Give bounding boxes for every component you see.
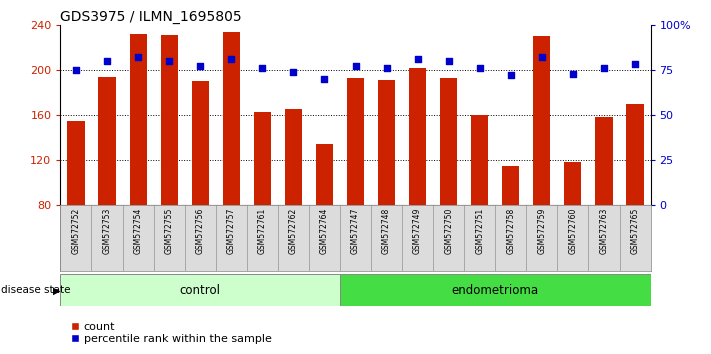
Point [629,62,641,67]
Text: GSM572754: GSM572754 [134,207,143,254]
Point [474,65,486,71]
Bar [378,80,395,296]
Text: GSM572750: GSM572750 [444,207,453,254]
Text: GSM572762: GSM572762 [289,207,298,253]
Text: GSM572761: GSM572761 [258,207,267,253]
Point [70,67,82,73]
Bar [192,81,209,296]
Bar [409,68,426,296]
Text: GSM572764: GSM572764 [320,207,329,254]
Point [598,65,609,71]
Bar [129,34,146,296]
Bar [316,144,333,296]
Text: GSM572758: GSM572758 [506,207,515,253]
Point [195,63,206,69]
Point [257,65,268,71]
Bar [347,78,364,296]
Bar [440,78,457,296]
Bar [68,121,85,296]
Point [102,58,113,64]
Point [132,55,144,60]
Point [225,56,237,62]
Bar [254,112,271,296]
Bar [565,162,582,296]
Text: ▶: ▶ [53,285,60,295]
Bar [595,117,612,296]
Bar [161,35,178,296]
Point [505,73,516,78]
Point [412,56,423,62]
Bar [285,109,302,296]
Text: GSM572763: GSM572763 [599,207,609,254]
Bar [223,32,240,296]
Text: GSM572765: GSM572765 [631,207,639,254]
Text: disease state: disease state [1,285,70,295]
Bar [626,104,643,296]
Point [381,65,392,71]
Point [288,69,299,75]
Point [350,63,361,69]
Point [443,58,454,64]
Text: GSM572759: GSM572759 [538,207,546,254]
Bar [533,36,550,296]
Point [319,76,330,82]
Text: GSM572755: GSM572755 [165,207,173,254]
Text: GSM572747: GSM572747 [351,207,360,254]
Text: GSM572748: GSM572748 [382,207,391,253]
Bar [340,274,651,306]
Text: GSM572749: GSM572749 [413,207,422,254]
Text: GSM572757: GSM572757 [227,207,236,254]
Text: GSM572751: GSM572751 [475,207,484,253]
Legend: count, percentile rank within the sample: count, percentile rank within the sample [66,317,276,348]
Point [536,55,547,60]
Bar [99,77,116,296]
Text: GSM572760: GSM572760 [568,207,577,254]
Bar [502,166,519,296]
Bar [60,274,340,306]
Text: GSM572756: GSM572756 [196,207,205,254]
Bar [471,115,488,296]
Text: GSM572752: GSM572752 [72,207,80,253]
Text: GDS3975 / ILMN_1695805: GDS3975 / ILMN_1695805 [60,10,242,24]
Text: GSM572753: GSM572753 [102,207,112,254]
Text: control: control [180,284,220,297]
Point [567,71,579,76]
Point [164,58,175,64]
Text: endometrioma: endometrioma [451,284,539,297]
